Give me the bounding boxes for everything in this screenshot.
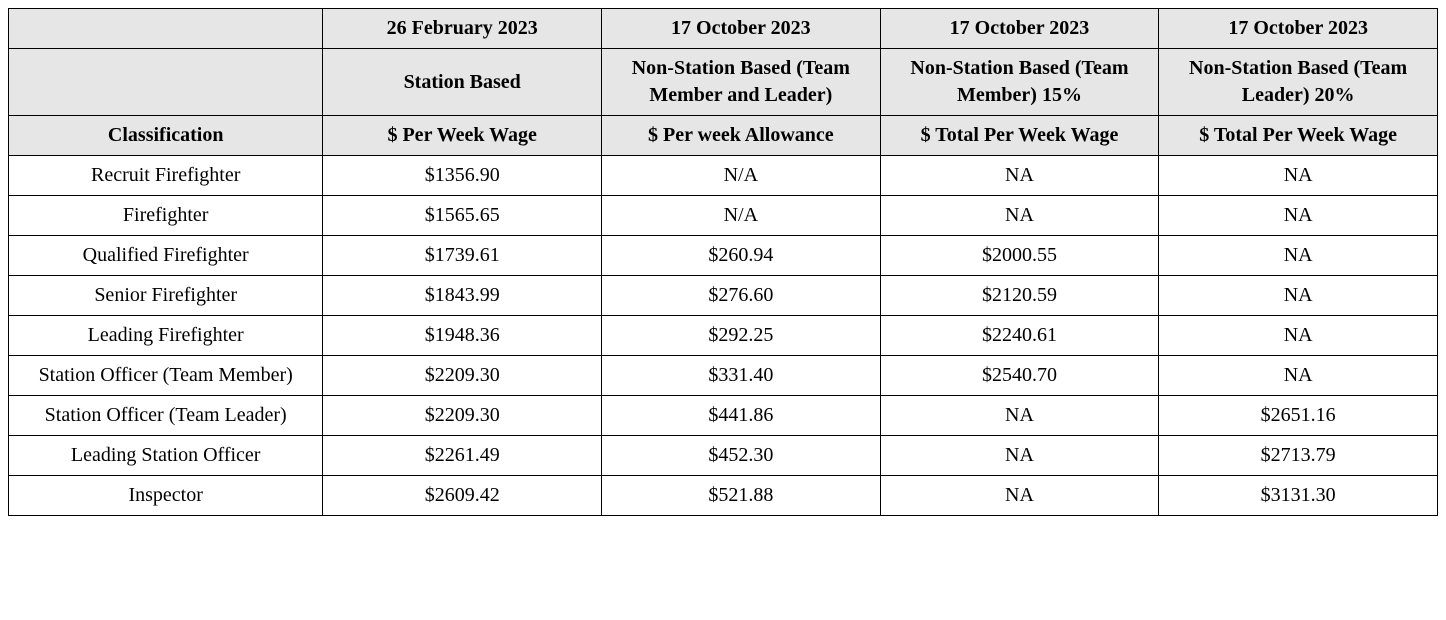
table-row: Firefighter $1565.65 N/A NA NA	[9, 196, 1438, 236]
table-row: Leading Firefighter $1948.36 $292.25 $22…	[9, 316, 1438, 356]
header-cell-date: 17 October 2023	[1159, 9, 1438, 49]
cell-allowance: $521.88	[602, 476, 881, 516]
cell-total-leader: NA	[1159, 356, 1438, 396]
table-row: Station Officer (Team Member) $2209.30 $…	[9, 356, 1438, 396]
header-cell-column: $ Total Per Week Wage	[880, 116, 1159, 156]
cell-allowance: $292.25	[602, 316, 881, 356]
cell-classification: Qualified Firefighter	[9, 236, 323, 276]
header-cell-category: Station Based	[323, 49, 602, 116]
cell-allowance: $441.86	[602, 396, 881, 436]
cell-wage: $1565.65	[323, 196, 602, 236]
cell-total-member: NA	[880, 396, 1159, 436]
cell-total-leader: NA	[1159, 276, 1438, 316]
table-row: Inspector $2609.42 $521.88 NA $3131.30	[9, 476, 1438, 516]
cell-wage: $2209.30	[323, 356, 602, 396]
cell-classification: Station Officer (Team Leader)	[9, 396, 323, 436]
cell-classification: Recruit Firefighter	[9, 156, 323, 196]
header-row-dates: 26 February 2023 17 October 2023 17 Octo…	[9, 9, 1438, 49]
table-header: 26 February 2023 17 October 2023 17 Octo…	[9, 9, 1438, 156]
header-cell-date: 26 February 2023	[323, 9, 602, 49]
header-cell-blank	[9, 9, 323, 49]
cell-classification: Firefighter	[9, 196, 323, 236]
wage-table: 26 February 2023 17 October 2023 17 Octo…	[8, 8, 1438, 516]
cell-total-member: NA	[880, 196, 1159, 236]
cell-total-leader: NA	[1159, 236, 1438, 276]
cell-total-member: NA	[880, 476, 1159, 516]
header-cell-category: Non-Station Based (Team Member) 15%	[880, 49, 1159, 116]
cell-total-leader: NA	[1159, 156, 1438, 196]
cell-wage: $2609.42	[323, 476, 602, 516]
header-cell-date: 17 October 2023	[880, 9, 1159, 49]
table-row: Recruit Firefighter $1356.90 N/A NA NA	[9, 156, 1438, 196]
header-cell-column: $ Total Per Week Wage	[1159, 116, 1438, 156]
header-cell-category: Non-Station Based (Team Member and Leade…	[602, 49, 881, 116]
cell-classification: Senior Firefighter	[9, 276, 323, 316]
table-row: Qualified Firefighter $1739.61 $260.94 $…	[9, 236, 1438, 276]
cell-total-leader: $2713.79	[1159, 436, 1438, 476]
header-row-columns: Classification $ Per Week Wage $ Per wee…	[9, 116, 1438, 156]
cell-classification: Leading Station Officer	[9, 436, 323, 476]
cell-allowance: $260.94	[602, 236, 881, 276]
cell-total-member: $2240.61	[880, 316, 1159, 356]
cell-wage: $2261.49	[323, 436, 602, 476]
cell-wage: $1739.61	[323, 236, 602, 276]
table-row: Station Officer (Team Leader) $2209.30 $…	[9, 396, 1438, 436]
header-cell-blank	[9, 49, 323, 116]
cell-allowance: $276.60	[602, 276, 881, 316]
header-cell-classification: Classification	[9, 116, 323, 156]
cell-wage: $2209.30	[323, 396, 602, 436]
cell-allowance: N/A	[602, 156, 881, 196]
header-cell-column: $ Per week Allowance	[602, 116, 881, 156]
cell-classification: Leading Firefighter	[9, 316, 323, 356]
cell-total-leader: NA	[1159, 316, 1438, 356]
cell-total-member: $2540.70	[880, 356, 1159, 396]
cell-total-member: NA	[880, 156, 1159, 196]
cell-total-member: $2000.55	[880, 236, 1159, 276]
cell-total-member: NA	[880, 436, 1159, 476]
cell-classification: Inspector	[9, 476, 323, 516]
cell-wage: $1356.90	[323, 156, 602, 196]
header-cell-date: 17 October 2023	[602, 9, 881, 49]
header-cell-column: $ Per Week Wage	[323, 116, 602, 156]
cell-total-leader: $3131.30	[1159, 476, 1438, 516]
cell-allowance: N/A	[602, 196, 881, 236]
header-row-categories: Station Based Non-Station Based (Team Me…	[9, 49, 1438, 116]
cell-total-leader: NA	[1159, 196, 1438, 236]
table-row: Senior Firefighter $1843.99 $276.60 $212…	[9, 276, 1438, 316]
table-body: Recruit Firefighter $1356.90 N/A NA NA F…	[9, 156, 1438, 516]
table-row: Leading Station Officer $2261.49 $452.30…	[9, 436, 1438, 476]
cell-allowance: $452.30	[602, 436, 881, 476]
cell-allowance: $331.40	[602, 356, 881, 396]
cell-classification: Station Officer (Team Member)	[9, 356, 323, 396]
cell-wage: $1948.36	[323, 316, 602, 356]
header-cell-category: Non-Station Based (Team Leader) 20%	[1159, 49, 1438, 116]
cell-wage: $1843.99	[323, 276, 602, 316]
cell-total-member: $2120.59	[880, 276, 1159, 316]
cell-total-leader: $2651.16	[1159, 396, 1438, 436]
